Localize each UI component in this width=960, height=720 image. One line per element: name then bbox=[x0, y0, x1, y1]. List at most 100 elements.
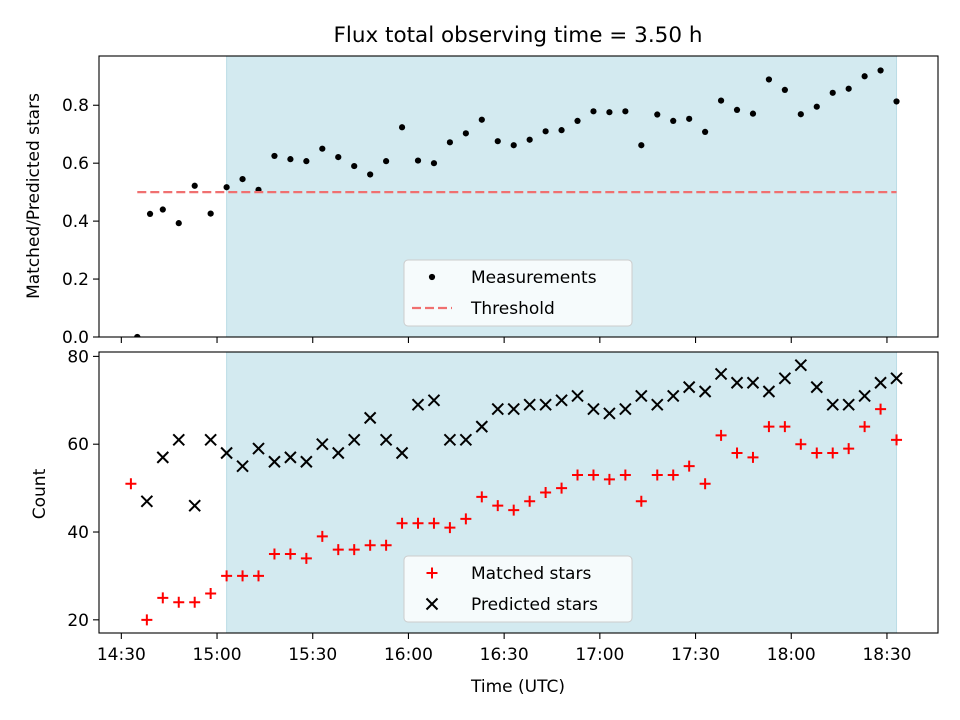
measurements-point bbox=[622, 108, 629, 115]
measurements-point bbox=[303, 158, 310, 165]
measurements-point bbox=[813, 103, 820, 110]
matched-stars-point bbox=[221, 570, 233, 582]
measurements-point bbox=[367, 171, 374, 178]
measurements-point bbox=[542, 128, 549, 135]
matched-stars-point bbox=[428, 517, 440, 529]
matched-stars-point bbox=[635, 495, 647, 507]
measurements-point bbox=[702, 128, 709, 135]
predicted-stars-point bbox=[858, 389, 871, 403]
predicted-stars-point bbox=[395, 446, 409, 460]
x-tick-label: 17:00 bbox=[575, 645, 624, 665]
measurements-point bbox=[159, 206, 166, 213]
matched-stars-point bbox=[859, 421, 871, 433]
predicted-stars-point bbox=[635, 389, 648, 403]
matched-stars-point bbox=[811, 447, 823, 459]
measurements-point bbox=[749, 110, 757, 117]
predicted-stars-point bbox=[698, 385, 712, 398]
predicted-stars-point bbox=[427, 394, 441, 407]
matched-stars-point bbox=[699, 478, 711, 490]
predicted-stars-point bbox=[268, 455, 281, 468]
matched-stars-point bbox=[380, 539, 392, 551]
predicted-stars-point bbox=[411, 398, 425, 411]
predicted-stars-point bbox=[826, 398, 839, 411]
x-tick-label: 15:30 bbox=[288, 645, 337, 665]
matched-stars-point bbox=[683, 460, 695, 472]
measurements-point bbox=[638, 142, 645, 149]
measurements-point bbox=[191, 182, 198, 189]
measurements-point bbox=[654, 111, 661, 118]
measurements-point bbox=[207, 210, 214, 217]
matched-stars-point bbox=[284, 548, 296, 560]
matched-stars-point bbox=[476, 491, 488, 503]
measurements-point bbox=[430, 160, 438, 167]
matched-stars-point bbox=[492, 500, 504, 512]
axes-frame bbox=[98, 351, 939, 634]
matched-stars-point bbox=[619, 469, 631, 481]
matched-stars-point bbox=[667, 469, 679, 481]
matched-stars-point bbox=[747, 451, 759, 463]
measurements-point bbox=[478, 116, 485, 123]
legend-measurements-label: Measurements bbox=[471, 268, 597, 288]
measurements-point bbox=[351, 162, 358, 170]
predicted-stars-point bbox=[874, 376, 887, 389]
matched-stars-point bbox=[763, 421, 775, 433]
bottom-y-axis-label: Count bbox=[30, 468, 50, 519]
measurements-point bbox=[574, 117, 581, 124]
measurements-point bbox=[271, 152, 278, 160]
legend-measurements-swatch bbox=[428, 273, 436, 281]
measurements-point bbox=[590, 108, 597, 115]
predicted-stars-point bbox=[651, 398, 664, 411]
matched-stars-point bbox=[460, 513, 472, 525]
predicted-stars-point bbox=[587, 402, 600, 416]
matched-stars-point bbox=[157, 592, 169, 604]
matched-stars-point bbox=[524, 495, 536, 507]
matched-stars-point bbox=[364, 539, 376, 551]
measurements-point bbox=[717, 97, 725, 104]
predicted-stars-point bbox=[284, 451, 297, 464]
measurements-point bbox=[877, 67, 884, 74]
y-tick-label: 0.4 bbox=[62, 212, 89, 232]
measurements-point bbox=[606, 109, 613, 116]
matched-stars-point bbox=[396, 517, 408, 529]
measurements-point bbox=[781, 86, 788, 93]
matched-stars-point bbox=[843, 443, 855, 455]
matched-stars-point bbox=[173, 596, 185, 608]
measurements-point bbox=[845, 85, 852, 92]
legend-box bbox=[403, 555, 633, 623]
predicted-stars-point bbox=[682, 380, 696, 394]
measurements-point bbox=[494, 138, 501, 145]
legend-threshold-label: Threshold bbox=[470, 299, 555, 319]
x-tick-label: 18:30 bbox=[862, 645, 911, 665]
measurements-point bbox=[861, 73, 868, 80]
predicted-stars-point bbox=[746, 376, 760, 389]
measurements-point bbox=[175, 220, 182, 227]
predicted-stars-point bbox=[730, 376, 744, 389]
predicted-stars-point bbox=[316, 437, 329, 451]
matched-stars-point bbox=[587, 469, 599, 481]
legend-predicted-stars-label: Predicted stars bbox=[471, 595, 598, 615]
matched-stars-point bbox=[348, 544, 360, 556]
predicted-stars-point bbox=[523, 398, 536, 411]
predicted-stars-point bbox=[363, 411, 377, 425]
measurements-point bbox=[733, 106, 741, 113]
legend-box bbox=[403, 259, 633, 327]
matched-stars-point bbox=[572, 469, 584, 481]
predicted-stars-point bbox=[204, 433, 217, 447]
predicted-stars-point bbox=[539, 398, 552, 411]
measurements-point bbox=[893, 98, 900, 105]
y-tick-label: 0.6 bbox=[62, 154, 89, 174]
matched-stars-point bbox=[412, 517, 424, 529]
measurements-point bbox=[510, 142, 517, 149]
x-tick-label: 15:00 bbox=[193, 645, 242, 665]
measurements-point bbox=[829, 89, 836, 96]
matched-stars-point bbox=[556, 482, 568, 494]
matched-stars-point bbox=[891, 434, 903, 446]
y-tick-label: 80 bbox=[67, 347, 89, 367]
predicted-stars-point bbox=[491, 402, 504, 416]
matched-stars-point bbox=[875, 403, 887, 415]
x-tick-label: 18:00 bbox=[767, 645, 816, 665]
measurements-point bbox=[319, 145, 326, 152]
matched-stars-point bbox=[189, 596, 201, 608]
measurements-point bbox=[797, 111, 804, 118]
measurements-point bbox=[146, 210, 154, 217]
